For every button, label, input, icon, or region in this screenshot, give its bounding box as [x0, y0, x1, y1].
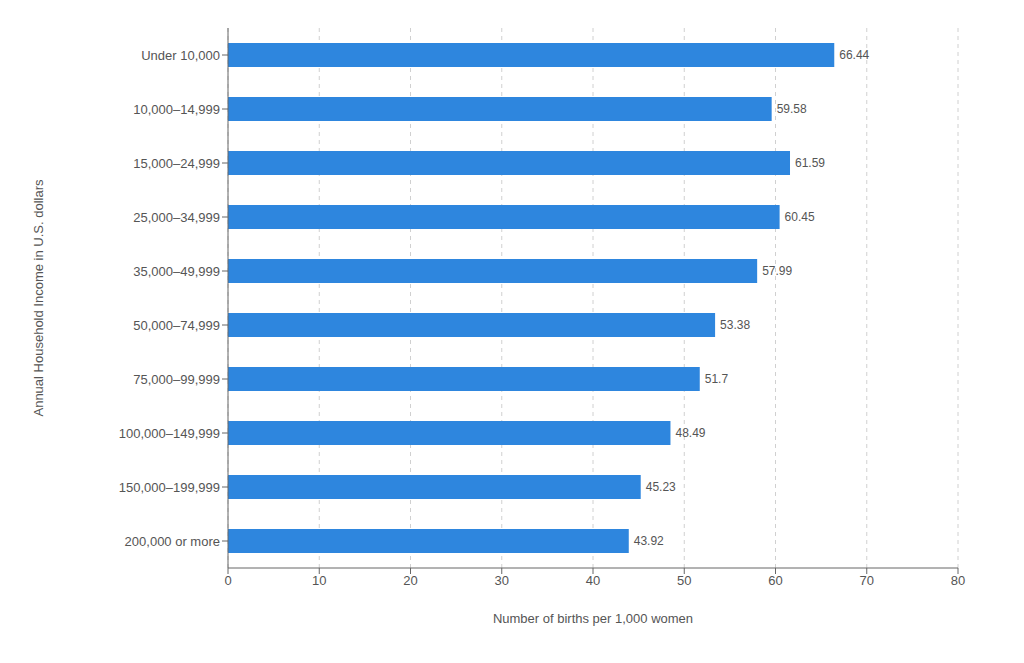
svg-text:57.99: 57.99 — [762, 264, 792, 278]
svg-text:59.58: 59.58 — [777, 102, 807, 116]
svg-text:Annual Household Income in U.S: Annual Household Income in U.S. dollars — [31, 179, 46, 417]
svg-text:Under 10,000: Under 10,000 — [141, 48, 220, 63]
svg-text:20: 20 — [403, 573, 417, 588]
svg-text:48.49: 48.49 — [675, 426, 705, 440]
svg-text:30: 30 — [495, 573, 509, 588]
svg-text:40: 40 — [586, 573, 600, 588]
svg-text:150,000–199,999: 150,000–199,999 — [119, 480, 220, 495]
svg-text:51.7: 51.7 — [705, 372, 729, 386]
svg-text:45.23: 45.23 — [646, 480, 676, 494]
svg-text:70: 70 — [860, 573, 874, 588]
svg-text:10,000–14,999: 10,000–14,999 — [133, 102, 220, 117]
svg-text:15,000–24,999: 15,000–24,999 — [133, 156, 220, 171]
svg-text:35,000–49,999: 35,000–49,999 — [133, 264, 220, 279]
svg-text:0: 0 — [224, 573, 231, 588]
svg-text:10: 10 — [312, 573, 326, 588]
svg-text:60: 60 — [768, 573, 782, 588]
svg-text:Number of births per 1,000 wom: Number of births per 1,000 women — [493, 611, 693, 626]
svg-text:75,000–99,999: 75,000–99,999 — [133, 372, 220, 387]
svg-text:61.59: 61.59 — [795, 156, 825, 170]
svg-text:50: 50 — [677, 573, 691, 588]
svg-text:80: 80 — [951, 573, 965, 588]
svg-text:100,000–149,999: 100,000–149,999 — [119, 426, 220, 441]
svg-text:25,000–34,999: 25,000–34,999 — [133, 210, 220, 225]
svg-text:53.38: 53.38 — [720, 318, 750, 332]
svg-text:200,000 or more: 200,000 or more — [125, 534, 220, 549]
svg-text:60.45: 60.45 — [785, 210, 815, 224]
svg-text:43.92: 43.92 — [634, 534, 664, 548]
svg-text:50,000–74,999: 50,000–74,999 — [133, 318, 220, 333]
svg-text:66.44: 66.44 — [839, 48, 869, 62]
